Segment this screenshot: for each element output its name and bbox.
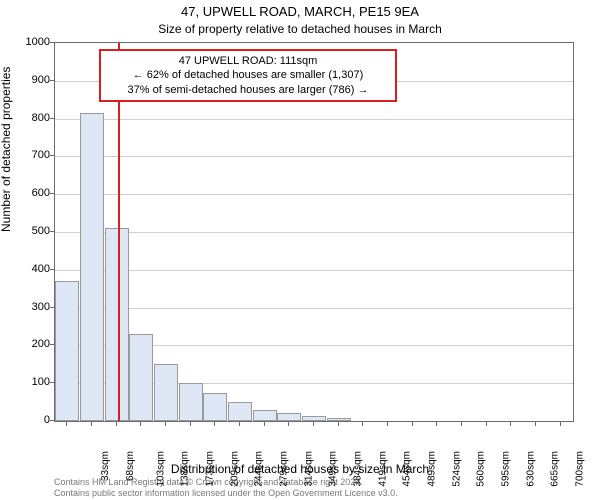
histogram-bar [253, 410, 277, 421]
x-tick-mark [510, 422, 511, 426]
gridline [55, 270, 573, 271]
x-tick-mark [288, 422, 289, 426]
x-tick-mark [140, 422, 141, 426]
y-tick-mark [50, 307, 54, 308]
y-tick-label: 400 [10, 263, 50, 275]
y-tick-label: 500 [10, 225, 50, 237]
x-tick-mark [461, 422, 462, 426]
y-tick-mark [50, 118, 54, 119]
histogram-bar [55, 281, 79, 421]
x-tick-mark [535, 422, 536, 426]
histogram-bar [277, 413, 301, 421]
y-tick-mark [50, 269, 54, 270]
histogram-bar [105, 228, 129, 421]
x-tick-label: 244sqm [254, 451, 265, 487]
x-tick-label: 103sqm [155, 451, 166, 487]
y-tick-mark [50, 344, 54, 345]
x-tick-label: 384sqm [353, 451, 364, 487]
footer-line-2: Contains public sector information licen… [54, 488, 398, 498]
x-tick-mark [412, 422, 413, 426]
x-tick-label: 349sqm [328, 451, 339, 487]
y-tick-label: 700 [10, 149, 50, 161]
y-tick-label: 900 [10, 74, 50, 86]
y-tick-label: 0 [10, 414, 50, 426]
y-tick-mark [50, 382, 54, 383]
y-tick-mark [50, 42, 54, 43]
x-tick-label: 68sqm [125, 451, 136, 481]
histogram-bar [179, 383, 203, 421]
y-tick-label: 600 [10, 187, 50, 199]
x-tick-label: 279sqm [279, 451, 290, 487]
y-tick-mark [50, 193, 54, 194]
gridline [55, 156, 573, 157]
y-tick-label: 200 [10, 338, 50, 350]
y-tick-mark [50, 80, 54, 81]
x-tick-mark [436, 422, 437, 426]
x-tick-mark [338, 422, 339, 426]
y-tick-mark [50, 155, 54, 156]
x-tick-label: 665sqm [550, 451, 561, 487]
x-tick-label: 454sqm [402, 451, 413, 487]
x-tick-mark [486, 422, 487, 426]
histogram-bar [203, 393, 227, 421]
y-tick-mark [50, 420, 54, 421]
x-tick-label: 630sqm [525, 451, 536, 487]
annotation-box: 47 UPWELL ROAD: 111sqm← 62% of detached … [99, 49, 397, 102]
x-tick-mark [264, 422, 265, 426]
histogram-bar [80, 113, 104, 421]
gridline [55, 119, 573, 120]
x-tick-mark [116, 422, 117, 426]
histogram-bar [154, 364, 178, 421]
x-tick-mark [239, 422, 240, 426]
x-tick-mark [560, 422, 561, 426]
title-main: 47, UPWELL ROAD, MARCH, PE15 9EA [0, 4, 600, 19]
y-tick-label: 300 [10, 301, 50, 313]
x-tick-mark [313, 422, 314, 426]
histogram-bar [129, 334, 153, 421]
annotation-line: 47 UPWELL ROAD: 111sqm [107, 54, 389, 68]
x-tick-label: 419sqm [377, 451, 388, 487]
y-tick-mark [50, 231, 54, 232]
y-tick-label: 1000 [10, 36, 50, 48]
x-tick-label: 524sqm [451, 451, 462, 487]
x-tick-label: 173sqm [205, 451, 216, 487]
x-tick-label: 33sqm [100, 451, 111, 481]
annotation-line: 37% of semi-detached houses are larger (… [107, 83, 389, 97]
x-tick-mark [214, 422, 215, 426]
x-tick-label: 700sqm [575, 451, 586, 487]
histogram-bar [327, 418, 351, 421]
chart-container: 47, UPWELL ROAD, MARCH, PE15 9EA Size of… [0, 0, 600, 500]
gridline [55, 194, 573, 195]
x-tick-mark [91, 422, 92, 426]
x-tick-label: 314sqm [303, 451, 314, 487]
y-tick-label: 800 [10, 112, 50, 124]
gridline [55, 232, 573, 233]
title-sub: Size of property relative to detached ho… [0, 22, 600, 36]
x-tick-label: 138sqm [180, 451, 191, 487]
x-tick-mark [362, 422, 363, 426]
x-tick-label: 209sqm [229, 451, 240, 487]
x-tick-label: 489sqm [427, 451, 438, 487]
gridline [55, 308, 573, 309]
histogram-bar [302, 416, 326, 421]
x-tick-mark [66, 422, 67, 426]
x-tick-mark [165, 422, 166, 426]
x-tick-mark [190, 422, 191, 426]
annotation-line: ← 62% of detached houses are smaller (1,… [107, 68, 389, 82]
x-tick-mark [387, 422, 388, 426]
plot-area: 47 UPWELL ROAD: 111sqm← 62% of detached … [54, 42, 574, 422]
x-tick-label: 595sqm [501, 451, 512, 487]
histogram-bar [228, 402, 252, 421]
x-tick-label: 560sqm [476, 451, 487, 487]
y-tick-label: 100 [10, 376, 50, 388]
